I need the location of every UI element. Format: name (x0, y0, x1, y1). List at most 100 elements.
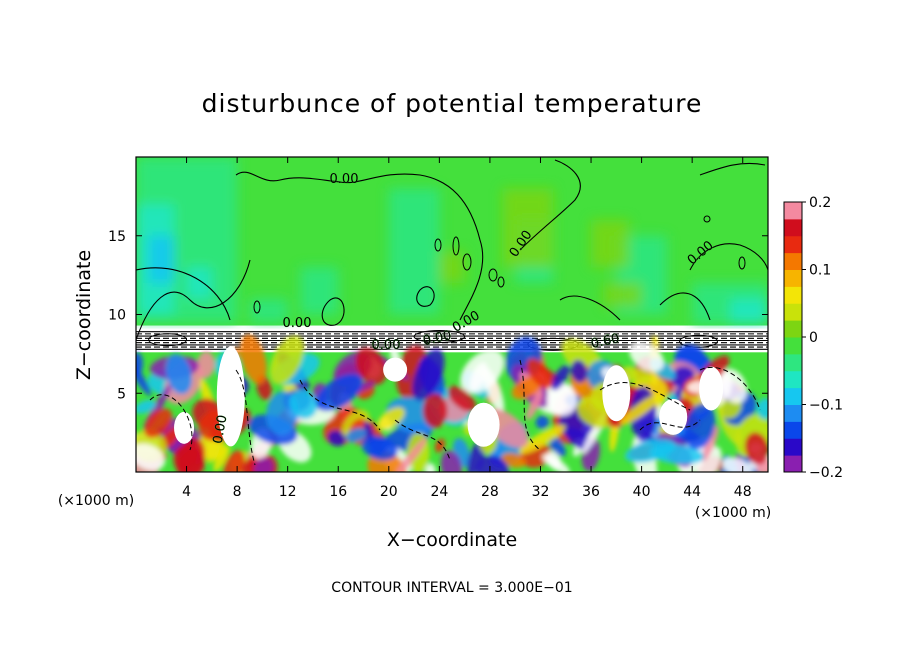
turbulence-blob (434, 438, 446, 453)
colorbar-segment (784, 387, 802, 405)
y-tick-label: 10 (108, 308, 126, 324)
turbulence-blob (345, 427, 367, 443)
x-tick-label: 36 (582, 484, 600, 500)
turbulence-blob (619, 393, 662, 426)
turbulence-blob (395, 437, 428, 472)
turbulence-blob (327, 430, 346, 447)
x-tick-label: 20 (380, 484, 398, 500)
contour-label: 0.60 (590, 331, 621, 352)
turbulence-blob (624, 438, 676, 463)
contour-line-dashed (599, 382, 691, 411)
turbulence-blob (526, 391, 543, 420)
colorbar-tick-label: −0.2 (809, 465, 843, 481)
upper-patch (186, 267, 212, 299)
chart-title: disturbunce of potential temperature (202, 89, 703, 118)
contour-label: 0.00 (372, 338, 401, 353)
band-blob (413, 330, 466, 344)
turbulence-blob (377, 407, 405, 431)
colorbar-segment (784, 438, 802, 456)
turbulence-blob (511, 376, 542, 400)
colorbar-segment (784, 235, 802, 254)
contour-line-dashed (149, 394, 193, 451)
turbulence-blob (355, 347, 387, 385)
x-tick-label: 40 (633, 484, 651, 500)
y-axis: 5 10 15 (108, 229, 768, 402)
turbulence-blob (483, 367, 505, 414)
turbulence-blob (744, 432, 768, 465)
contour-loop (253, 300, 261, 314)
contour-line-dashed (639, 419, 701, 431)
white-core (699, 366, 724, 411)
colorbar-segment (784, 320, 802, 338)
upper-patch (730, 298, 768, 324)
turbulence-blob (756, 398, 768, 420)
turbulence-blob (136, 399, 156, 414)
colorbar-segment (784, 404, 802, 422)
contour-interval-note: CONTOUR INTERVAL = 3.000E−01 (331, 580, 572, 596)
contour-line (136, 267, 231, 321)
white-core (383, 357, 408, 382)
turbulence-blob (269, 335, 304, 385)
turbulence-blob (535, 415, 549, 429)
upper-patch (591, 220, 629, 268)
colorbar-segment (784, 286, 802, 304)
contour-loop (703, 215, 711, 223)
turbulence-blob (695, 446, 722, 472)
contour-line (136, 259, 251, 341)
colorbar-segment (784, 252, 802, 270)
turbulence-blob (361, 435, 398, 461)
contour-loop (738, 256, 746, 270)
upper-patch (603, 283, 642, 307)
colorbar-segment (784, 303, 802, 321)
colorbar-segment (784, 370, 802, 389)
turbulence-blob (289, 389, 318, 419)
turbulence-blob (518, 424, 566, 454)
x-unit-right: (×1000 m) (695, 505, 771, 521)
contour-line (699, 162, 766, 176)
contour-line-dashed (699, 366, 761, 411)
turbulence-blob (632, 368, 653, 385)
contour-line-dashed (394, 419, 451, 461)
colorbar-segment (784, 421, 802, 439)
turbulence-blob (144, 408, 173, 438)
colorbar-tick-label: −0.1 (809, 398, 843, 414)
y-tick-label: 15 (108, 229, 126, 245)
contour-line (321, 297, 345, 326)
turbulence-blob (683, 403, 716, 450)
upper-patch (300, 267, 339, 315)
band-blob (679, 334, 718, 348)
turbulence-blob (542, 454, 570, 472)
contour-line (519, 159, 581, 251)
x-tick-label: 32 (532, 484, 550, 500)
contour-loop (488, 268, 498, 282)
turbulence-blob (551, 365, 570, 391)
colorbar-segment (784, 353, 802, 372)
turbulence-blob (165, 353, 193, 395)
upper-patch (148, 235, 174, 283)
contour-line-dashed (299, 379, 381, 431)
turbulence-blob (702, 425, 719, 462)
contour-loop (497, 276, 505, 288)
turbulence-blob (412, 349, 445, 401)
turbulence-blob (629, 341, 665, 372)
contour-loop (434, 238, 442, 252)
colorbar-tick-label: 0.2 (809, 195, 831, 211)
heatmap-field: 0.000.000.00 0.000.000.00 0.000.600.00 (136, 157, 768, 472)
contour-loop (452, 236, 460, 256)
upper-texture (136, 157, 768, 324)
contour-label: 0.00 (211, 414, 231, 445)
turbulence-blob (570, 359, 588, 383)
turbulence-blob (315, 373, 363, 412)
x-unit-left: (×1000 m) (58, 493, 134, 509)
colorbar-tick-label: 0 (809, 330, 818, 346)
turbulence-blob (526, 358, 553, 389)
contour-line-dashed (235, 369, 256, 466)
white-core (602, 365, 631, 422)
y-axis-label: Z−coordinate (73, 250, 95, 380)
turbulence-blob (440, 450, 463, 472)
colorbar-segment (784, 337, 802, 355)
turbulence-blob (136, 443, 166, 471)
band-blob (148, 333, 188, 347)
x-tick-label: 8 (233, 484, 242, 500)
